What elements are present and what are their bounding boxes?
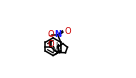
Text: O: O [48,30,54,39]
Text: −: − [47,33,53,39]
Text: N: N [54,30,61,39]
Text: N: N [51,46,58,55]
Text: +: + [57,33,62,38]
Text: O: O [47,40,54,49]
Text: H: H [55,43,61,51]
Text: O: O [64,27,71,36]
